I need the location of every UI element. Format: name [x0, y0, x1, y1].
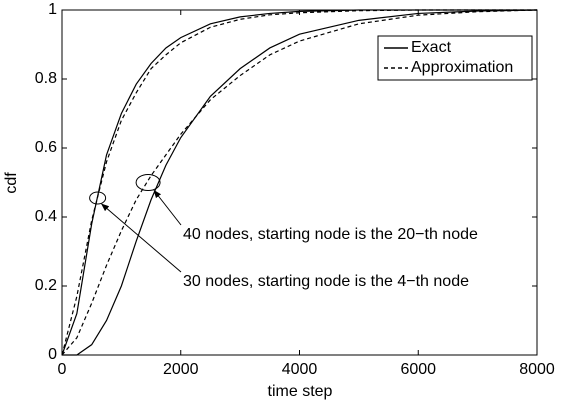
series-line [61, 9, 537, 356]
annotation-arrow [153, 189, 182, 226]
y-tick-label: 0.8 [35, 70, 57, 87]
legend-box [377, 35, 533, 81]
x-tick-label: 8000 [519, 361, 555, 378]
annotation-ellipse [135, 174, 161, 191]
annotation-text: 40 nodes, starting node is the 20−th nod… [183, 226, 478, 243]
x-axis-label: time step [268, 383, 333, 400]
y-axis-label: cdf [3, 172, 20, 194]
annotation-arrow [101, 203, 182, 273]
y-tick-label: 0 [48, 346, 57, 363]
x-tick-label: 6000 [400, 361, 436, 378]
x-tick-label: 0 [58, 361, 67, 378]
series-line [61, 9, 537, 356]
legend-label: Exact [411, 39, 452, 56]
y-tick-label: 0.6 [35, 139, 57, 156]
y-tick-label: 0.4 [35, 208, 57, 225]
y-tick-label: 0.2 [35, 277, 57, 294]
x-tick-label: 2000 [163, 361, 199, 378]
series-line [61, 9, 538, 356]
series-line [62, 9, 538, 356]
y-tick-label: 1 [48, 1, 57, 18]
x-tick-label: 4000 [282, 361, 318, 378]
legend-label: Approximation [411, 59, 513, 76]
annotation-ellipse [89, 191, 107, 205]
annotation-text: 30 nodes, starting node is the 4−th node [183, 273, 469, 290]
